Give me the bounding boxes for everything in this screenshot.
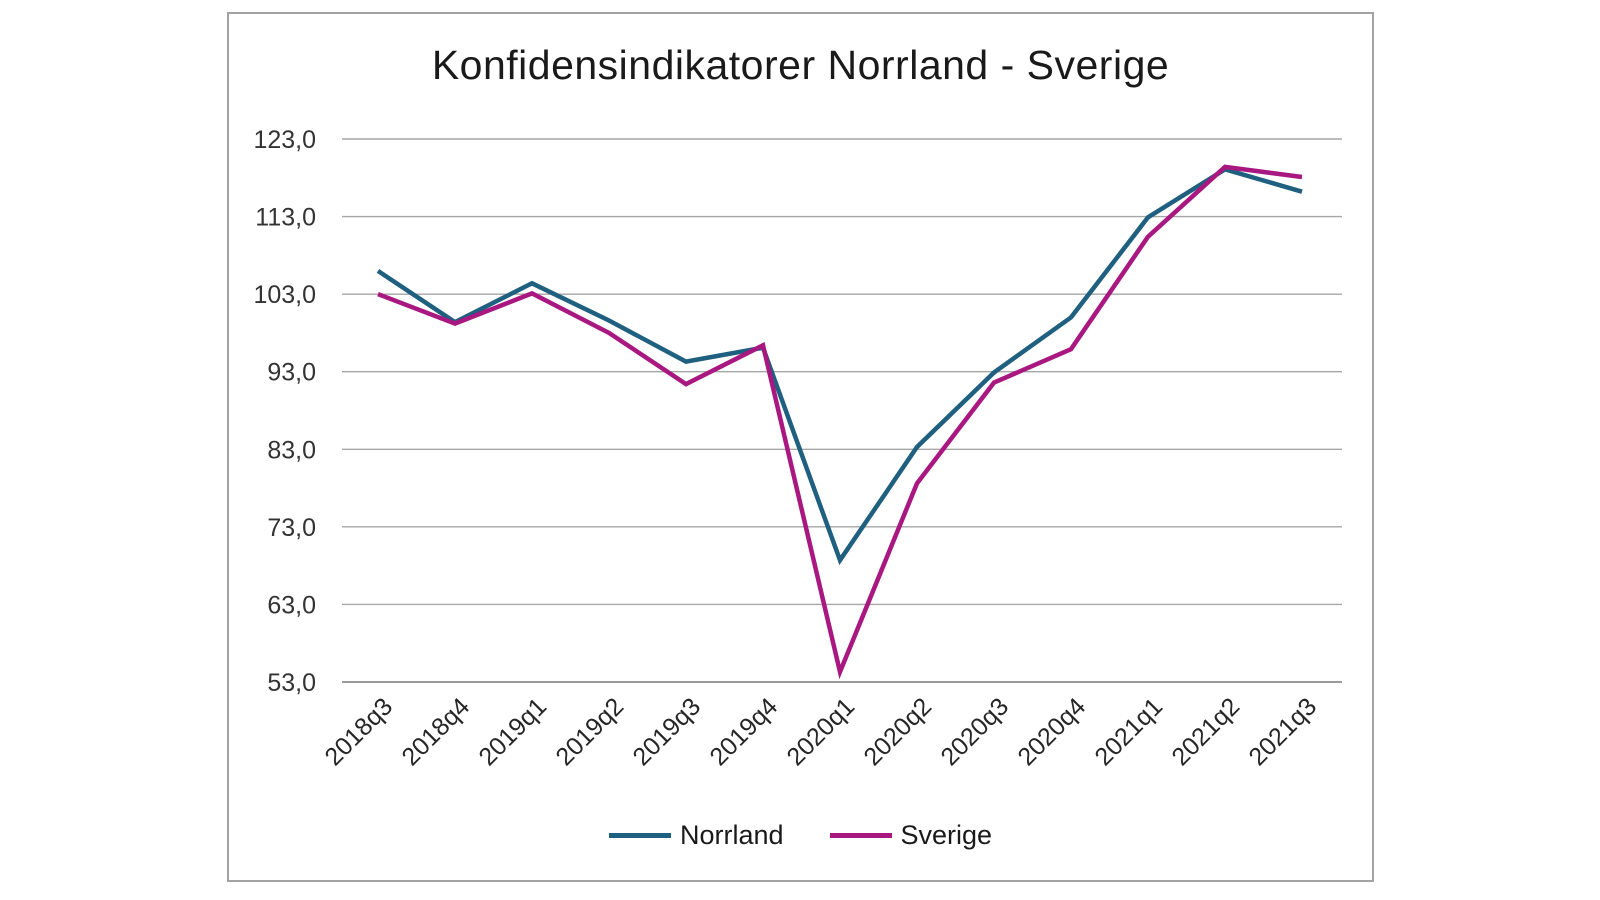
y-axis-tick-label: 123,0 (253, 126, 316, 154)
y-axis-tick-label: 103,0 (253, 281, 316, 309)
y-axis-tick-label: 53,0 (267, 669, 316, 697)
x-axis-tick-label: 2020q1 (781, 692, 860, 771)
x-axis-tick-label: 2021q3 (1243, 692, 1322, 771)
legend-label-sverige: Sverige (900, 820, 993, 850)
chart-frame: Konfidensindikatorer Norrland - Sverige … (227, 12, 1374, 882)
legend-line-swatch-sverige (829, 833, 892, 838)
y-axis-tick-label: 113,0 (255, 204, 316, 232)
x-axis-tick-label: 2020q2 (858, 692, 937, 771)
x-axis-tick-label: 2018q4 (396, 692, 475, 771)
x-axis-tick-label: 2019q2 (550, 692, 629, 771)
x-axis-tick-label: 2019q3 (627, 692, 706, 771)
legend-item-norrland: Norrland (608, 820, 784, 851)
x-axis-tick-label: 2020q3 (935, 692, 1014, 771)
y-axis-tick-label: 63,0 (267, 591, 316, 619)
chart-legend: Norrland Sverige (229, 820, 1372, 851)
x-axis-tick-label: 2019q1 (473, 692, 552, 771)
legend-line-swatch-norrland (608, 833, 671, 838)
x-axis-tick-label: 2020q4 (1012, 692, 1091, 771)
x-axis-tick-label: 2018q3 (319, 692, 398, 771)
series-line-norrland (376, 166, 1303, 566)
legend-label-norrland: Norrland (679, 820, 784, 850)
series-line-sverige (377, 164, 1303, 680)
x-axis-tick-label: 2021q2 (1166, 692, 1245, 771)
chart-title: Konfidensindikatorer Norrland - Sverige (431, 42, 1170, 88)
x-axis-tick-label: 2019q4 (704, 692, 783, 771)
y-axis-tick-label: 73,0 (267, 514, 316, 542)
y-axis-tick-label: 93,0 (267, 359, 316, 387)
legend-item-sverige: Sverige (829, 820, 993, 851)
x-axis-tick-label: 2021q1 (1089, 692, 1168, 771)
y-axis-tick-label: 83,0 (267, 436, 316, 464)
